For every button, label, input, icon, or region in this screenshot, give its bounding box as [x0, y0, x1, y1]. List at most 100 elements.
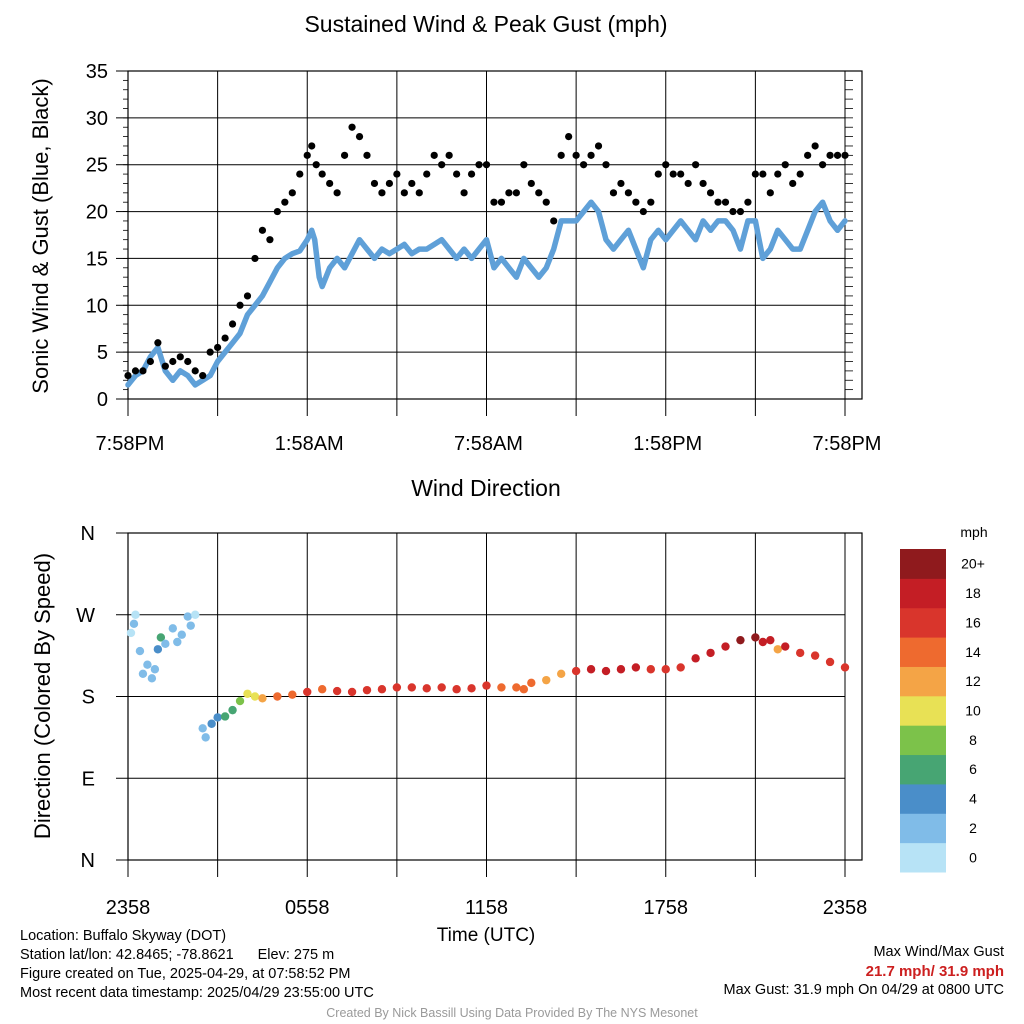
wind-ytick-label: 20 [86, 202, 108, 224]
gust-point [721, 198, 730, 206]
direction-point [243, 689, 252, 698]
gust-point [804, 151, 812, 159]
direction-point [317, 685, 327, 694]
colorbar-label: 6 [969, 761, 977, 777]
direction-point [781, 642, 790, 651]
direction-ytick-label: N [81, 850, 95, 872]
direction-point [150, 665, 160, 674]
gust-point [572, 151, 580, 159]
gust-point [363, 151, 371, 159]
direction-chart-ylabel: Direction (Colored By Speed) [30, 553, 55, 839]
gust-point [527, 179, 535, 188]
direction-point [795, 648, 805, 658]
gust-point [497, 198, 506, 206]
direction-point [661, 665, 670, 674]
direction-point [452, 685, 461, 694]
direction-point [377, 685, 387, 694]
direction-point [153, 645, 163, 654]
gust-point [706, 189, 715, 197]
gust-point [355, 133, 364, 141]
wind-ytick-label: 25 [86, 155, 108, 177]
direction-point [138, 669, 148, 678]
gust-point [587, 151, 595, 159]
gust-point [348, 123, 356, 131]
colorbar-label: 16 [965, 614, 981, 630]
direction-point [126, 628, 136, 638]
gust-point [818, 161, 827, 169]
wind-xtick-label: 7:58PM [813, 433, 882, 455]
gust-point [453, 170, 461, 178]
gust-point [228, 320, 237, 328]
credit-text: Created By Nick Bassill Using Data Provi… [326, 1006, 698, 1020]
direction-point [143, 660, 152, 669]
wind-ytick-label: 35 [86, 61, 108, 83]
colorbar-label: 0 [969, 849, 977, 865]
gust-point [326, 179, 334, 188]
colorbar-label: 12 [965, 673, 981, 689]
direction-point [288, 690, 297, 699]
gust-point [550, 217, 558, 225]
gust-point [288, 189, 296, 197]
direction-point [482, 681, 491, 690]
gust-point [654, 170, 662, 178]
gust-point [609, 189, 618, 197]
gust-point [736, 207, 745, 216]
direction-point [810, 651, 820, 660]
gust-point [214, 343, 222, 352]
direction-point [527, 678, 536, 688]
gust-point [139, 367, 147, 375]
direction-point [736, 635, 745, 645]
gust-point [296, 170, 304, 178]
gust-point [833, 151, 842, 159]
direction-point [273, 692, 282, 701]
direction-xtick-label: 2358 [106, 897, 151, 919]
direction-point [646, 665, 656, 674]
direction-point [766, 635, 775, 645]
gust-point [579, 161, 588, 169]
colorbar-label: 10 [965, 703, 981, 719]
wind-chart-ylabel: Sonic Wind & Gust (Blue, Black) [28, 78, 53, 393]
gust-point [176, 353, 184, 361]
max-values: 21.7 mph/ 31.9 mph [865, 963, 1004, 980]
gust-point [467, 170, 476, 178]
gust-point [154, 339, 162, 347]
direction-point [177, 630, 186, 639]
station-info: Location: Buffalo Skyway (DOT) Station l… [20, 927, 374, 1003]
direction-point [721, 642, 730, 651]
direction-point [129, 619, 139, 629]
direction-point [228, 705, 237, 715]
latlon-text: Station lat/lon: 42.8465; -78.8621 [20, 947, 234, 963]
gust-point [146, 357, 155, 366]
gust-point [385, 179, 394, 188]
wind-ytick-label: 10 [86, 295, 108, 317]
direction-point [332, 686, 342, 696]
direction-point [601, 666, 611, 676]
direction-point [191, 610, 200, 619]
colorbar-swatch [900, 754, 946, 785]
gust-point [639, 207, 647, 216]
direction-point [207, 719, 216, 728]
colorbar-swatch [900, 695, 946, 726]
direction-point [303, 687, 312, 697]
direction-point [556, 669, 566, 678]
gust-point [602, 161, 610, 169]
direction-point [168, 624, 178, 633]
direction-point [213, 713, 222, 722]
direction-point [542, 675, 551, 685]
gust-point [535, 189, 543, 197]
colorbar-label: 14 [965, 644, 981, 660]
latlon-elev-line: Station lat/lon: 42.8465; -78.8621 Elev: … [20, 946, 374, 965]
direction-point [571, 666, 581, 676]
wind-ytick-label: 30 [86, 108, 108, 130]
colorbar-swatch [900, 842, 946, 873]
gust-point [624, 189, 633, 197]
direction-point [258, 694, 267, 703]
direction-point [173, 637, 182, 647]
gust-point [744, 198, 752, 206]
colorbar-label: 4 [969, 791, 977, 807]
gust-point [312, 161, 320, 169]
wind-ytick-label: 0 [97, 389, 108, 411]
gust-point [826, 151, 834, 159]
colorbar-swatch [900, 666, 946, 697]
wind-xtick-label: 7:58PM [96, 433, 165, 455]
